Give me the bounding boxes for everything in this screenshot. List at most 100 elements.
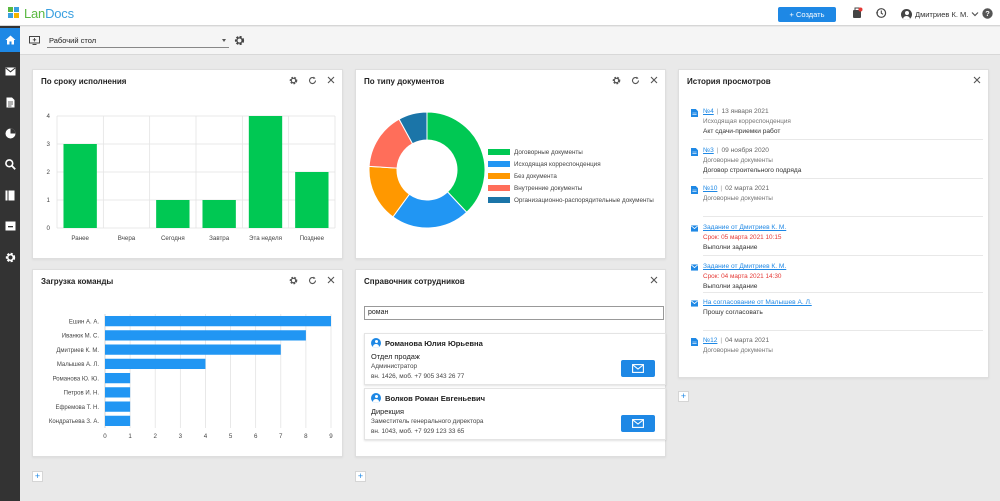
x-tick-label: Позднее <box>300 235 325 242</box>
employee-card[interactable]: Волков Роман Евгеньевич Дирекция Заместите… <box>364 388 666 440</box>
divider <box>703 216 983 217</box>
widget-doc-type: По типу документов Договорные документы И… <box>355 69 666 259</box>
history-item[interactable]: №4 | 13 января 2021 Исходящая корреспонденц… <box>691 108 983 138</box>
history-subtitle: Срок: 04 марта 2021 14:30 <box>703 273 782 280</box>
archive-icon <box>5 221 15 231</box>
rail-documents[interactable] <box>0 90 20 114</box>
task-mail-icon <box>691 225 698 232</box>
top-bar: LanDocs + Создать Дмитриев К. М. ? <box>0 0 1000 26</box>
bar[interactable] <box>105 401 131 412</box>
refresh-icon[interactable] <box>307 275 317 285</box>
bar[interactable] <box>105 372 131 384</box>
widget-directory: Справочник сотрудников роман Романова Юл… <box>355 269 666 457</box>
history-item[interactable]: №10 | 02 марта 2021 Договорные документы <box>691 185 983 205</box>
history-link[interactable]: №12 <box>703 337 718 344</box>
rail-home[interactable] <box>0 28 20 52</box>
pie-chart-icon <box>5 128 16 138</box>
bar[interactable] <box>105 358 206 370</box>
legend-swatch <box>488 185 510 191</box>
history-subtitle: Договорные документы <box>703 195 773 202</box>
history-link[interactable]: №10 <box>703 185 718 192</box>
legend-label: Договорные документы <box>514 148 583 156</box>
svg-text:?: ? <box>985 9 990 18</box>
legend-item[interactable]: Без документа <box>488 170 654 182</box>
rail-search[interactable] <box>0 152 20 176</box>
rail-reports[interactable] <box>0 121 20 145</box>
legend-item[interactable]: Договорные документы <box>488 146 654 158</box>
legend-item[interactable]: Внутренние документы <box>488 182 654 194</box>
desktop-monitor-icon <box>29 36 40 45</box>
close-icon[interactable] <box>326 75 336 85</box>
legend-label: Исходящая корреспонденция <box>514 160 601 168</box>
add-widget-button[interactable]: + <box>355 471 366 482</box>
close-icon[interactable] <box>972 75 982 85</box>
history-link[interactable]: На согласование от Малышев А. Л. <box>703 299 812 306</box>
send-mail-button[interactable] <box>621 360 655 377</box>
app-logo[interactable]: LanDocs <box>8 5 74 21</box>
y-tick-label: Ешин А. А. <box>69 319 99 325</box>
widget-settings-icon[interactable] <box>611 75 621 85</box>
bar[interactable] <box>105 315 331 327</box>
send-mail-button[interactable] <box>621 415 655 432</box>
history-link[interactable]: Задание от Дмитриев К. М. <box>703 263 787 270</box>
desktop-bar: Рабочий стол <box>20 27 1000 55</box>
widget-team-load: Загрузка команды 0 1 2 3 4 5 6 7 8 9 Ешин А. А. Ива… <box>32 269 343 457</box>
x-tick-label: Сегодня <box>161 235 185 242</box>
separator: | <box>720 185 723 192</box>
rail-settings[interactable] <box>0 245 20 269</box>
history-item[interactable]: На согласование от Малышев А. Л. Прошу со… <box>691 299 983 319</box>
bar[interactable] <box>105 344 281 355</box>
bar[interactable] <box>295 172 329 228</box>
desktop-settings-icon[interactable] <box>234 35 245 46</box>
history-item[interactable]: №3 | 09 ноября 2020 Договорные документы Дог… <box>691 147 983 177</box>
pie-slice[interactable] <box>426 111 486 213</box>
bar[interactable] <box>105 330 306 341</box>
mail-icon <box>632 419 644 428</box>
history-item[interactable]: Задание от Дмитриев К. М. Срок: 04 марта … <box>691 263 983 293</box>
widget-settings-icon[interactable] <box>288 275 298 285</box>
add-widget-button[interactable]: + <box>32 471 43 482</box>
help-icon[interactable]: ? <box>980 6 994 20</box>
close-icon[interactable] <box>649 75 659 85</box>
x-tick-label: 7 <box>279 433 283 440</box>
widget-settings-icon[interactable] <box>288 75 298 85</box>
history-item[interactable]: Задание от Дмитриев К. М. Срок: 05 марта … <box>691 224 983 254</box>
y-tick-label: 4 <box>47 113 51 120</box>
history-link[interactable]: №4 <box>703 108 714 115</box>
history-date: 13 января 2021 <box>721 108 769 115</box>
history-subtitle: Договорные документы <box>703 157 773 164</box>
legend-item[interactable]: Исходящая корреспонденция <box>488 158 654 170</box>
legend-item[interactable]: Организационно-распорядительные документ… <box>488 194 654 206</box>
close-icon[interactable] <box>649 275 659 285</box>
bar[interactable] <box>248 116 283 228</box>
history-icon[interactable] <box>874 6 888 20</box>
x-tick-label: 0 <box>103 433 107 440</box>
bar[interactable] <box>202 200 236 228</box>
bar[interactable] <box>63 144 97 228</box>
close-icon[interactable] <box>326 275 336 285</box>
employee-card[interactable]: Романова Юлия Юрьевна Отдел продаж Админис… <box>364 333 666 385</box>
pie-slice[interactable] <box>398 111 428 145</box>
rail-mail[interactable] <box>0 59 20 83</box>
notifications-icon[interactable] <box>850 6 864 20</box>
history-link[interactable]: Задание от Дмитриев К. М. <box>703 224 787 231</box>
history-link[interactable]: №3 <box>703 147 714 154</box>
employee-role: Заместитель генерального директора <box>371 418 484 425</box>
add-widget-button[interactable]: + <box>678 391 689 402</box>
x-tick-label: 4 <box>204 433 208 440</box>
legend-label: Организационно-распорядительные документ… <box>514 196 654 204</box>
employee-search-input[interactable]: роман <box>364 306 664 320</box>
rail-directory[interactable] <box>0 183 20 207</box>
bar[interactable] <box>105 387 131 398</box>
bar[interactable] <box>105 415 131 427</box>
rail-archive[interactable] <box>0 214 20 238</box>
history-item[interactable]: №12 | 04 марта 2021 Договорные документы <box>691 337 983 357</box>
bar[interactable] <box>156 200 190 228</box>
divider <box>703 255 983 256</box>
user-menu[interactable]: Дмитриев К. М. <box>901 7 979 21</box>
desktop-select[interactable]: Рабочий стол <box>47 33 229 48</box>
refresh-icon[interactable] <box>630 75 640 85</box>
legend-swatch <box>488 161 510 167</box>
create-button[interactable]: + Создать <box>778 7 836 22</box>
refresh-icon[interactable] <box>307 75 317 85</box>
